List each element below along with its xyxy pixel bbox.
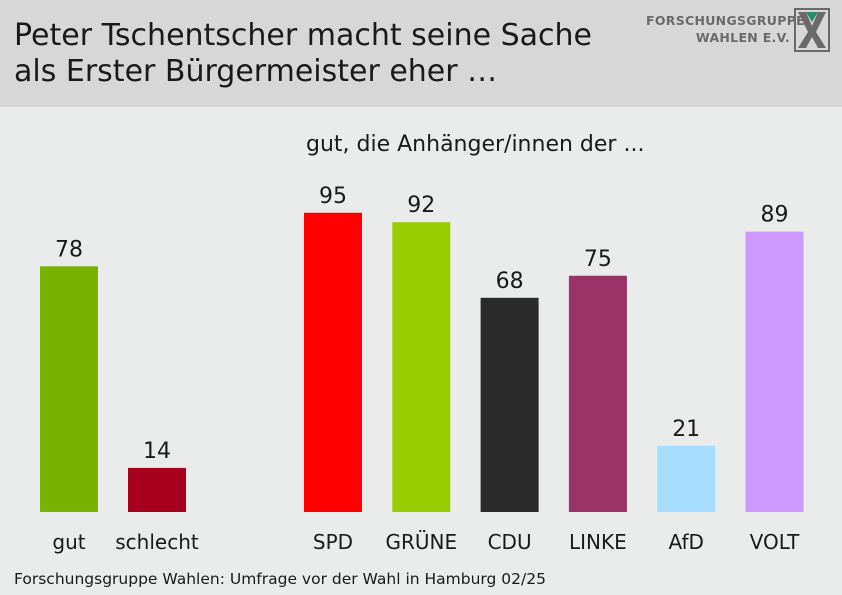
value-label-cdu: 68	[496, 269, 524, 294]
fgw-logo: FORSCHUNGSGRUPPE WAHLEN E.V.	[646, 8, 836, 56]
category-label-linke: LINKE	[569, 530, 627, 554]
logo-line-1: FORSCHUNGSGRUPPE	[646, 13, 805, 28]
title-line-1: Peter Tschentscher macht seine Sache	[14, 18, 592, 53]
bar-linke	[568, 275, 627, 512]
category-label-spd: SPD	[313, 530, 353, 554]
value-label-gr-ne: 92	[407, 193, 435, 218]
bar-schlecht	[128, 467, 186, 512]
title-line-2: als Erster Bürgermeister eher …	[14, 54, 498, 89]
category-label-schlecht: schlecht	[115, 530, 199, 554]
bar-gut	[40, 266, 98, 512]
logo-line-2: WAHLEN E.V.	[695, 30, 790, 45]
value-label-schlecht: 14	[143, 439, 171, 464]
value-label-afd: 21	[672, 417, 700, 442]
logo-x-icon	[794, 8, 830, 52]
header-band: Peter Tschentscher macht seine Sache als…	[0, 0, 842, 107]
category-label-afd: AfD	[668, 530, 703, 554]
source-footer: Forschungsgruppe Wahlen: Umfrage vor der…	[14, 570, 546, 588]
bar-afd	[657, 445, 716, 512]
bar-cdu	[480, 297, 539, 512]
value-label-linke: 75	[584, 247, 612, 272]
chart-title: Peter Tschentscher macht seine Sache als…	[14, 18, 592, 90]
value-label-volt: 89	[761, 203, 789, 228]
category-label-cdu: CDU	[488, 530, 532, 554]
category-label-volt: VOLT	[750, 530, 800, 554]
category-label-gr-ne: GRÜNE	[385, 530, 457, 554]
category-label-gut: gut	[52, 530, 85, 554]
value-label-gut: 78	[55, 237, 83, 262]
value-label-spd: 95	[319, 184, 347, 209]
bar-volt	[745, 231, 804, 512]
bar-gr-ne	[392, 222, 451, 512]
bar-spd	[304, 212, 362, 512]
group-subtitle: gut, die Anhänger/innen der ...	[306, 132, 645, 157]
